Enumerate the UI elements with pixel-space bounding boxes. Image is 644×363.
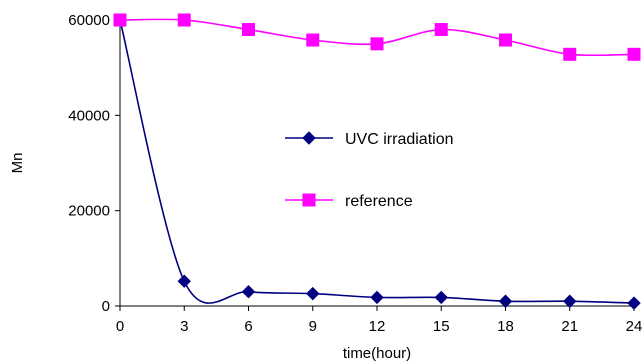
x-tick-label: 24	[626, 318, 643, 335]
series-uvc-irradiation	[113, 13, 641, 310]
data-point-reference	[306, 33, 320, 47]
data-point-reference	[177, 13, 191, 27]
x-tick-label: 0	[116, 318, 124, 335]
data-point-uvc-irradiation	[177, 274, 191, 288]
y-tick-label: 60000	[68, 12, 110, 29]
plot-area: 0 3 6 9 12 15 18 21 24 0 20000 40000 60000	[68, 12, 642, 335]
data-point-reference	[370, 37, 384, 51]
data-point-reference	[627, 47, 641, 61]
x-ticks: 0 3 6 9 12 15 18 21 24	[116, 306, 643, 335]
data-point-reference	[563, 47, 577, 61]
legend-marker-uvc-irradiation	[302, 131, 316, 145]
x-tick-label: 3	[180, 318, 188, 335]
y-axis-title: Mn	[9, 153, 26, 174]
legend-item-uvc-irradiation: UVC irradiation	[285, 131, 453, 148]
data-point-uvc-irradiation	[306, 286, 320, 301]
legend: UVC irradiation reference	[285, 131, 453, 210]
data-point-reference	[242, 23, 255, 37]
data-point-uvc-irradiation	[434, 290, 448, 305]
x-tick-label: 9	[309, 318, 317, 335]
x-tick-label: 21	[561, 318, 578, 335]
y-ticks: 0 20000 40000 60000	[68, 12, 120, 315]
data-point-reference	[434, 23, 448, 37]
series-reference	[113, 13, 641, 61]
data-point-uvc-irradiation	[498, 294, 513, 308]
y-tick-label: 20000	[68, 203, 110, 220]
x-tick-label: 15	[433, 318, 450, 335]
x-tick-label: 18	[497, 318, 514, 335]
data-point-reference	[113, 13, 127, 27]
legend-item-reference: reference	[285, 193, 413, 210]
data-point-uvc-irradiation	[563, 294, 577, 308]
data-point-uvc-irradiation	[370, 290, 384, 305]
x-tick-label: 6	[244, 318, 252, 335]
legend-label-uvc-irradiation: UVC irradiation	[345, 131, 453, 148]
data-point-reference	[499, 33, 512, 47]
data-point-uvc-irradiation	[241, 284, 256, 299]
y-tick-label: 0	[102, 298, 110, 315]
series-line-uvc-irradiation	[119, 19, 635, 304]
x-axis-title: time(hour)	[343, 345, 411, 362]
y-tick-label: 40000	[68, 107, 110, 124]
legend-marker-reference	[302, 193, 316, 207]
series-layer	[113, 13, 641, 310]
x-tick-label: 12	[369, 318, 386, 335]
legend-label-reference: reference	[345, 193, 413, 210]
data-point-uvc-irradiation	[627, 296, 641, 310]
